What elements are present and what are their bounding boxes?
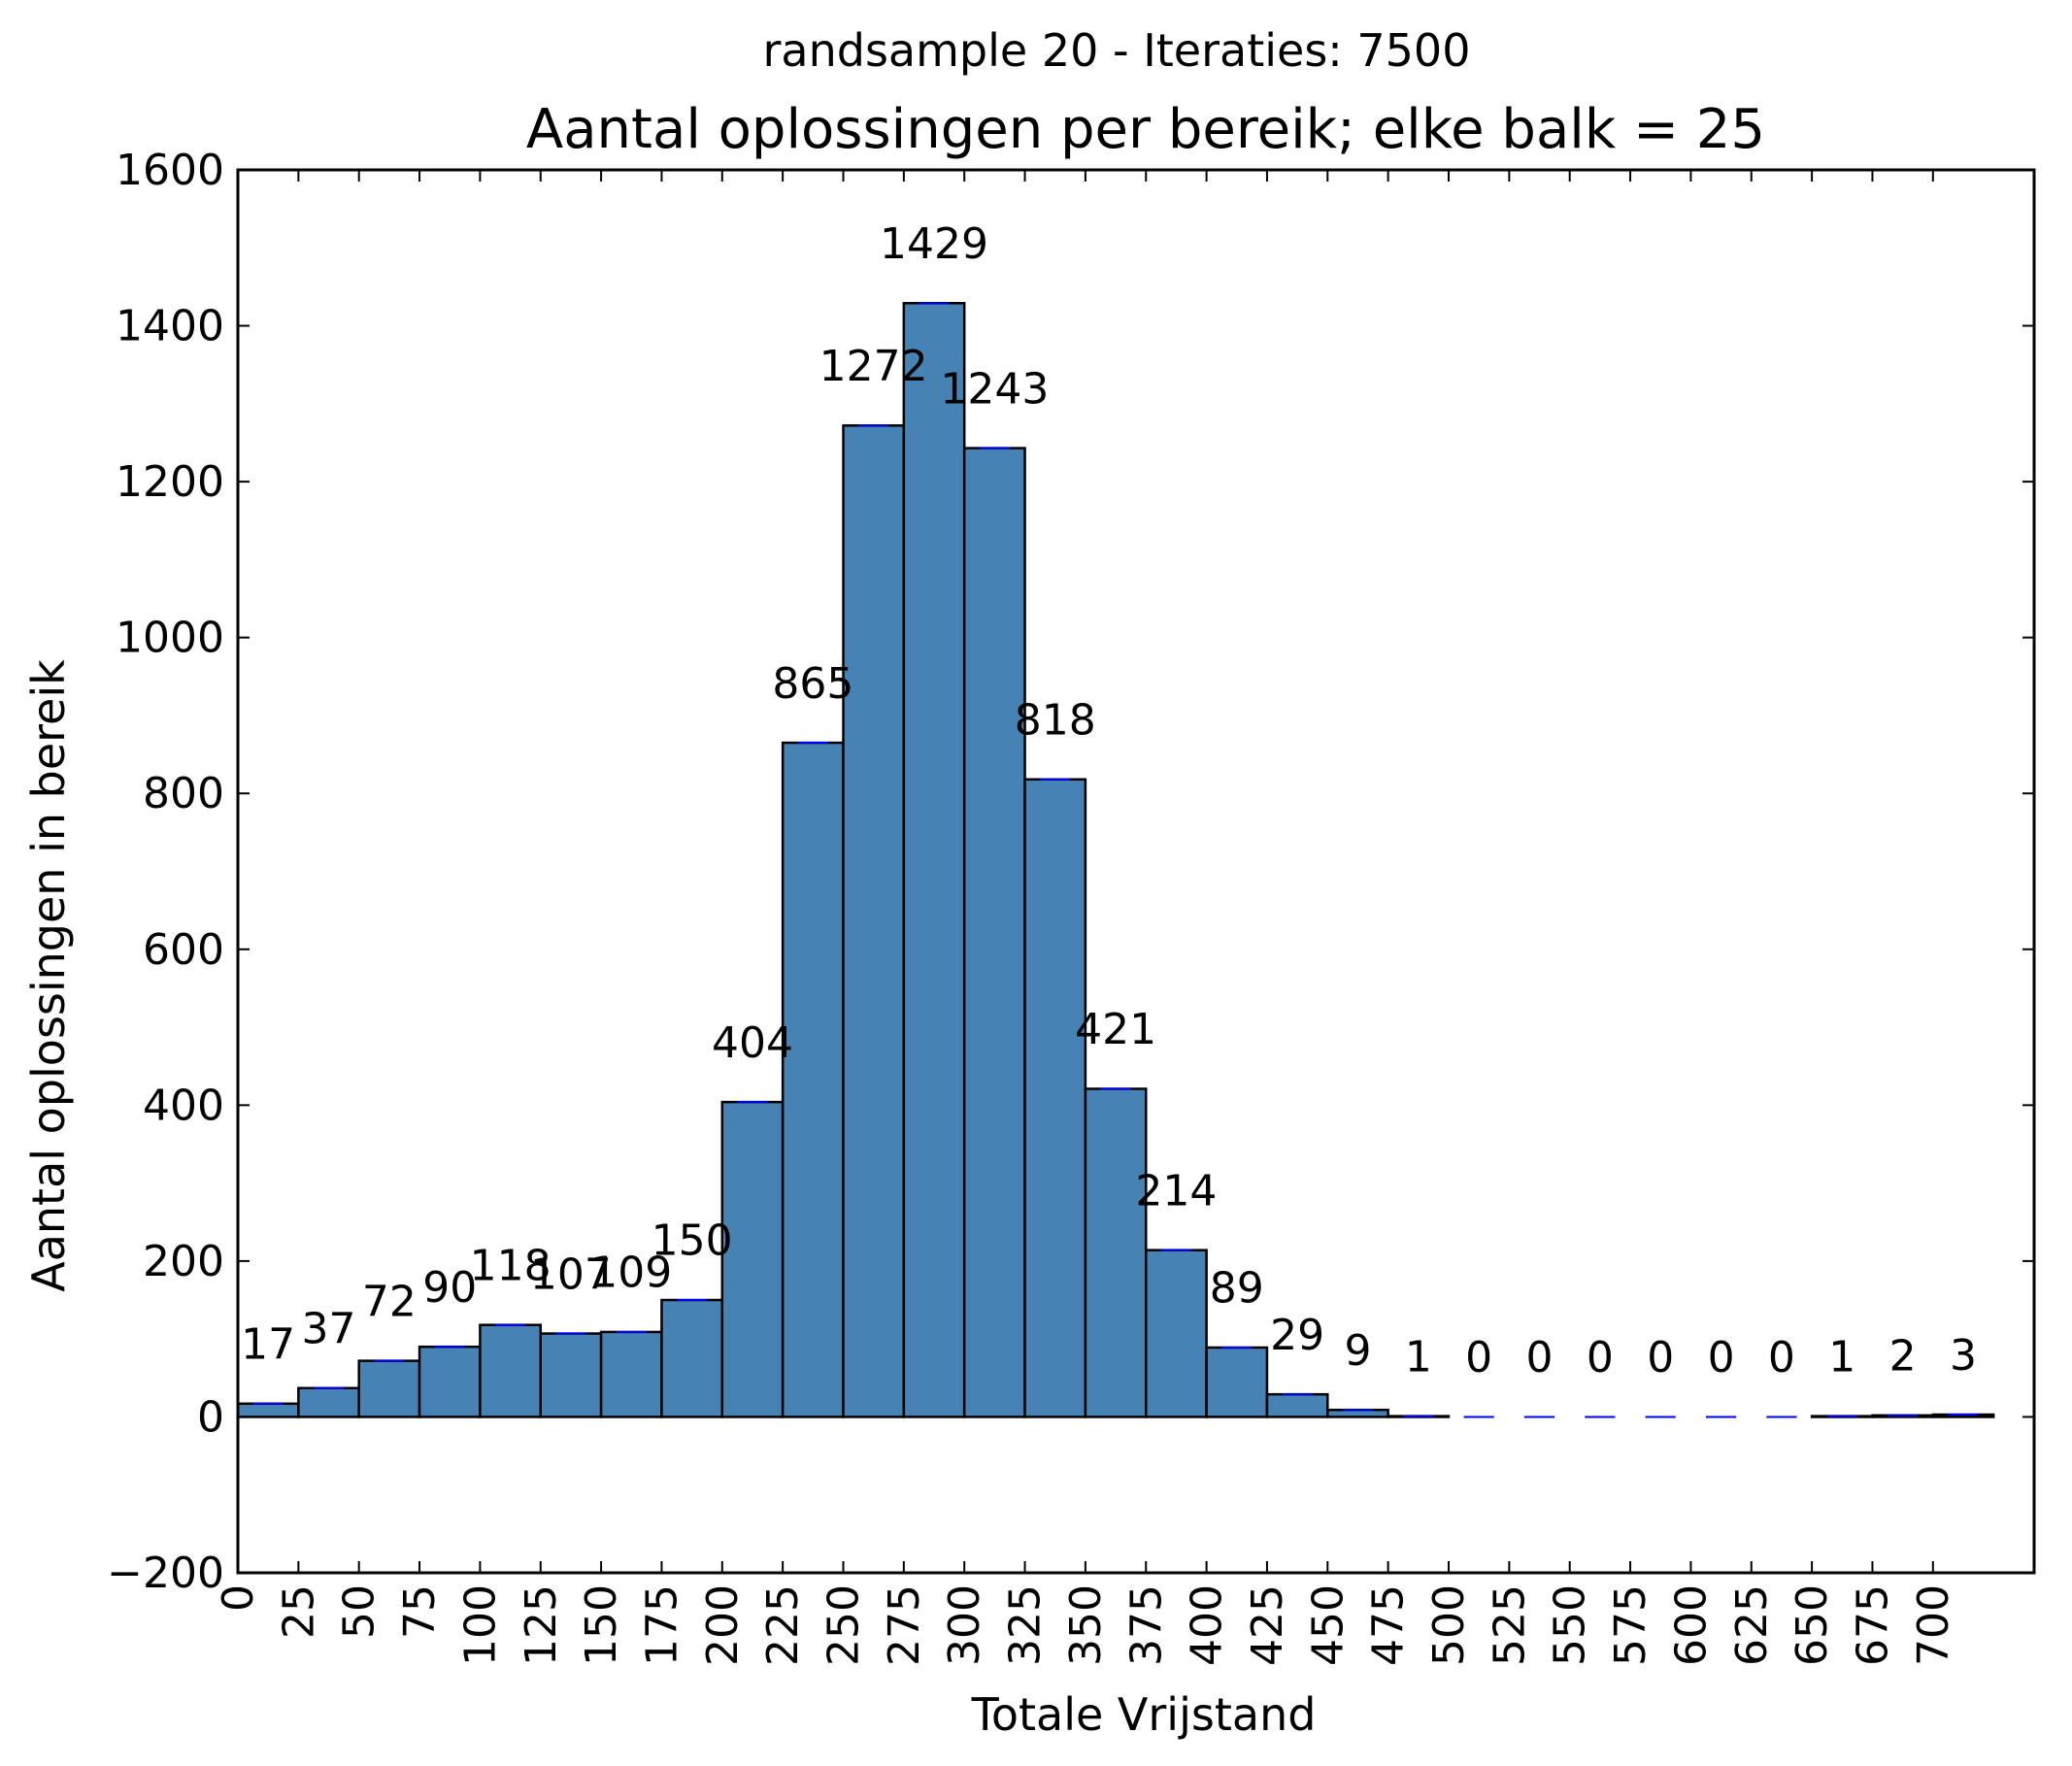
x-tick-label: 450 (1303, 1584, 1353, 1666)
x-tick-label: 375 (1121, 1584, 1171, 1666)
x-tick-label: 200 (698, 1584, 748, 1666)
x-tick-label: 525 (1485, 1584, 1534, 1666)
bar-value-label: 0 (1465, 1333, 1492, 1383)
x-tick-label: 575 (1606, 1584, 1655, 1666)
y-tick-label: 1000 (116, 614, 224, 663)
bar (1205, 1346, 1269, 1418)
bar (1084, 1087, 1148, 1418)
x-tick-label: 350 (1061, 1584, 1111, 1666)
x-tick-label: 150 (577, 1584, 626, 1666)
bar (781, 741, 845, 1418)
bar-value-label: 1429 (880, 219, 988, 269)
x-tick-label: 675 (1848, 1584, 1897, 1666)
chart-title: Aantal oplossingen per bereik; elke balk… (526, 98, 1765, 161)
y-tick-label: 200 (143, 1237, 224, 1286)
bar (418, 1345, 482, 1418)
y-tick-label: 800 (143, 769, 224, 818)
x-tick-label: 100 (455, 1584, 505, 1666)
bar (357, 1359, 421, 1418)
bar-value-label: 214 (1135, 1166, 1217, 1216)
bar-value-label: 0 (1647, 1333, 1674, 1383)
x-tick-label: 125 (517, 1584, 566, 1666)
x-tick-label: 0 (214, 1584, 263, 1612)
bar-value-label: 29 (1270, 1311, 1324, 1360)
x-tick-label: 225 (758, 1584, 808, 1666)
bar-value-label: 1272 (819, 342, 928, 391)
x-tick-label: 475 (1364, 1584, 1414, 1666)
x-tick-label: 275 (880, 1584, 929, 1666)
bar (236, 1402, 300, 1418)
bar-value-label: 1243 (940, 364, 1049, 414)
bar-value-label: 0 (1526, 1333, 1554, 1383)
bar-value-label: 421 (1075, 1005, 1156, 1054)
bar (962, 447, 1026, 1418)
x-tick-label: 650 (1788, 1584, 1837, 1666)
y-tick-label: 400 (143, 1081, 224, 1130)
bar-value-label: 17 (241, 1320, 295, 1370)
bar (539, 1332, 603, 1418)
x-tick-label: 300 (940, 1584, 989, 1666)
y-tick-label: 1600 (116, 146, 224, 195)
x-tick-label: 625 (1727, 1584, 1777, 1666)
x-tick-label: 550 (1546, 1584, 1595, 1666)
x-tick-label: 425 (1243, 1584, 1292, 1666)
x-axis-label: Totale Vrijstand (971, 1688, 1317, 1741)
bar-value-label: 89 (1210, 1264, 1264, 1314)
x-tick-label: 175 (637, 1584, 686, 1666)
bar (902, 302, 966, 1418)
y-tick-label: 1400 (116, 302, 224, 351)
bar-value-label: 0 (1708, 1333, 1735, 1383)
bar-value-label: 1 (1405, 1332, 1432, 1382)
bar (599, 1330, 663, 1418)
chart-suptitle: randsample 20 - Iteraties: 7500 (763, 24, 1471, 77)
plot-area-frame (236, 168, 2036, 1575)
bar-value-label: 404 (712, 1018, 793, 1068)
bar-value-label: 9 (1344, 1326, 1371, 1376)
bar-value-label: 865 (772, 659, 853, 709)
x-tick-label: 50 (335, 1584, 384, 1639)
bar-value-label: 0 (1587, 1333, 1614, 1383)
x-tick-label: 600 (1666, 1584, 1716, 1666)
y-tick-label: −200 (107, 1549, 224, 1598)
x-tick-label: 75 (395, 1584, 445, 1639)
x-tick-label: 325 (1001, 1584, 1051, 1666)
bar-value-label: 2 (1889, 1332, 1917, 1382)
x-tick-label: 400 (1183, 1584, 1232, 1666)
bar-value-label: 109 (590, 1249, 672, 1298)
bars-group (236, 302, 1995, 1418)
bar-value-label: 118 (470, 1241, 551, 1290)
bar (842, 424, 906, 1418)
bar-value-label: 3 (1950, 1331, 1977, 1381)
x-tick-label: 250 (819, 1584, 869, 1666)
bar (660, 1298, 724, 1418)
bar (1265, 1392, 1329, 1418)
bar (1145, 1249, 1208, 1418)
y-tick-label: 1200 (116, 457, 224, 507)
bar-value-label: 818 (1015, 695, 1096, 745)
bar (1023, 778, 1087, 1418)
x-tick-label: 500 (1424, 1584, 1474, 1666)
bar (1326, 1408, 1389, 1418)
x-tick-label: 700 (1909, 1584, 1958, 1666)
bar (297, 1386, 360, 1418)
bar-value-label: 72 (362, 1277, 417, 1326)
y-tick-label: 0 (197, 1392, 224, 1442)
bar (479, 1323, 542, 1418)
bar-value-label: 0 (1768, 1333, 1795, 1383)
bar-value-label: 1 (1828, 1332, 1855, 1382)
y-tick-label: 600 (143, 925, 224, 975)
bar-value-label: 107 (530, 1250, 612, 1299)
bar-value-label: 37 (302, 1304, 356, 1353)
x-tick-label: 25 (274, 1584, 323, 1639)
bar-value-label: 90 (422, 1263, 477, 1313)
bar-value-label: 150 (652, 1216, 733, 1266)
y-axis-label: Aantal oplossingen in bereik (22, 659, 75, 1292)
